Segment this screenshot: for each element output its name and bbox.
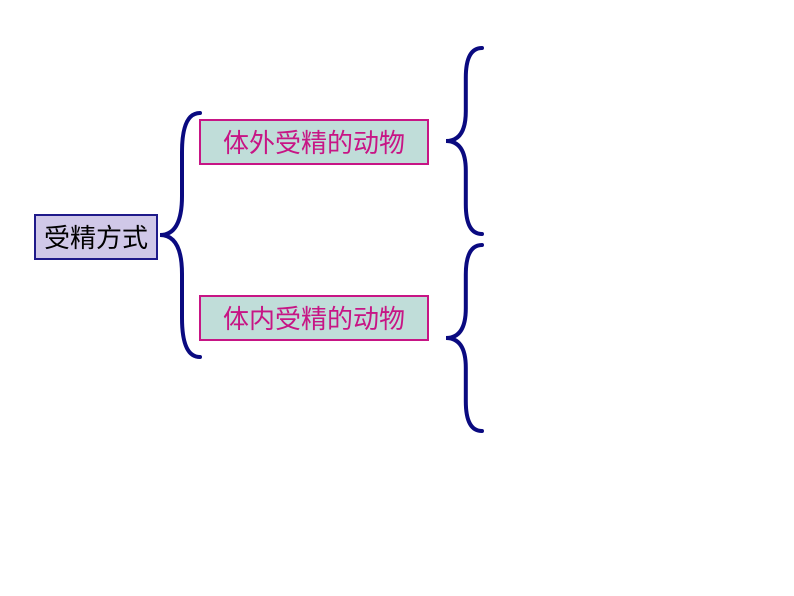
brace-branch-0-right <box>446 48 482 234</box>
brace-branch-1-right <box>446 245 482 431</box>
root-node: 受精方式 <box>34 214 158 260</box>
branch-label-1: 体内受精的动物 <box>223 305 405 334</box>
root-label: 受精方式 <box>44 224 148 253</box>
branch-label-0: 体外受精的动物 <box>223 129 405 158</box>
brace-root-to-branches <box>160 113 200 357</box>
branch-node-internal: 体内受精的动物 <box>199 295 429 341</box>
branch-node-external: 体外受精的动物 <box>199 119 429 165</box>
